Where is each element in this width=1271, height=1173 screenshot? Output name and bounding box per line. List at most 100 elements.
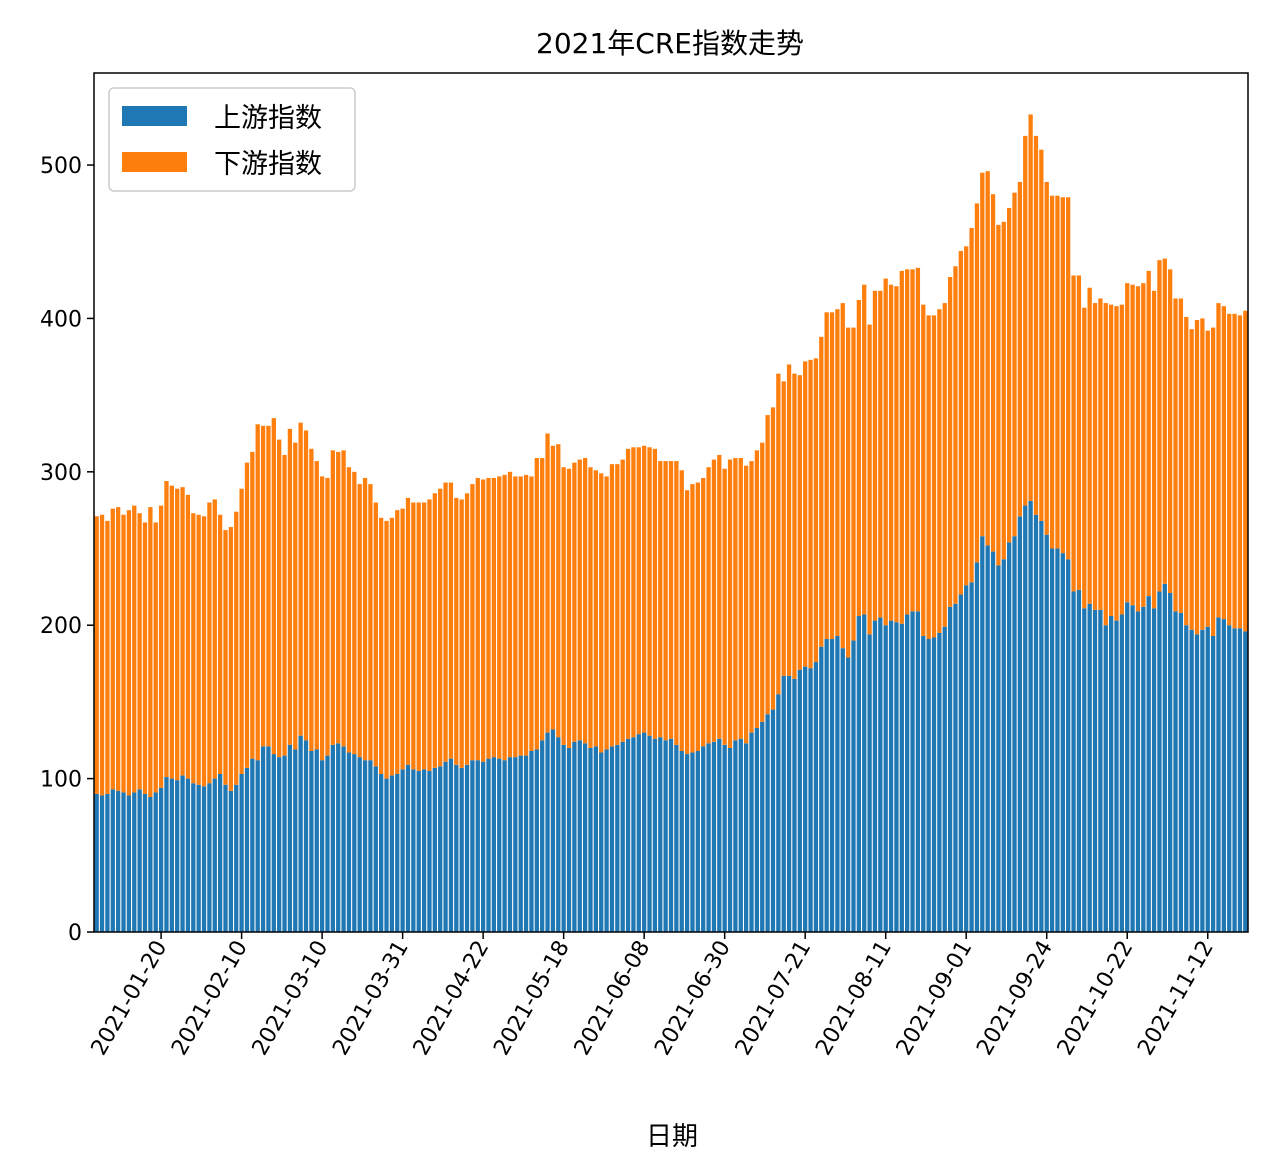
bar-downstream bbox=[690, 484, 695, 753]
bar-upstream bbox=[282, 755, 287, 932]
bar-upstream bbox=[706, 743, 711, 932]
bar-upstream bbox=[148, 797, 153, 932]
bar-upstream bbox=[862, 614, 867, 932]
bar-upstream bbox=[185, 778, 191, 932]
bar-upstream bbox=[1189, 629, 1194, 932]
bar-upstream bbox=[658, 737, 663, 932]
bar-downstream bbox=[142, 522, 148, 794]
bar-upstream bbox=[389, 775, 395, 932]
bar-downstream bbox=[529, 476, 534, 751]
bar-upstream bbox=[287, 744, 293, 932]
bar-upstream bbox=[776, 694, 781, 932]
bar-upstream bbox=[432, 767, 437, 932]
x-tick-label: 2021-11-12 bbox=[1133, 937, 1219, 1060]
bar-downstream bbox=[856, 300, 862, 617]
bar-downstream bbox=[556, 444, 561, 738]
bar-downstream bbox=[314, 461, 319, 750]
bar-downstream bbox=[534, 458, 539, 750]
bar-downstream bbox=[867, 324, 872, 635]
bar-downstream bbox=[523, 474, 529, 756]
bars-layer bbox=[94, 114, 1248, 932]
bar-upstream bbox=[690, 752, 695, 932]
bar-downstream bbox=[652, 448, 658, 739]
bar-downstream bbox=[309, 448, 314, 751]
bar-upstream bbox=[588, 747, 593, 932]
bar-upstream bbox=[819, 646, 824, 932]
bar-downstream bbox=[695, 482, 700, 751]
bar-downstream bbox=[486, 477, 491, 759]
bar-upstream bbox=[1146, 596, 1151, 932]
bar-upstream bbox=[1012, 536, 1017, 932]
bar-downstream bbox=[797, 375, 802, 670]
bar-upstream bbox=[765, 714, 770, 932]
bar-downstream bbox=[996, 224, 1001, 566]
bar-downstream bbox=[1071, 275, 1076, 592]
bar-downstream bbox=[491, 477, 497, 758]
bar-downstream bbox=[1119, 304, 1125, 615]
x-tick-label: 2021-03-31 bbox=[328, 937, 414, 1060]
bar-upstream bbox=[1205, 626, 1210, 932]
bar-upstream bbox=[604, 749, 609, 932]
bar-upstream bbox=[314, 749, 319, 932]
legend-swatch-upstream bbox=[122, 106, 187, 126]
bar-downstream bbox=[287, 428, 293, 745]
bar-downstream bbox=[829, 312, 835, 640]
bar-downstream bbox=[1178, 298, 1184, 613]
bar-upstream bbox=[158, 787, 164, 932]
bar-upstream bbox=[1178, 612, 1184, 932]
bar-downstream bbox=[411, 502, 416, 770]
bar-downstream bbox=[1232, 313, 1237, 629]
bar-upstream bbox=[937, 632, 942, 932]
bar-downstream bbox=[362, 477, 368, 761]
bar-downstream bbox=[840, 303, 845, 649]
bar-downstream bbox=[244, 462, 250, 768]
bar-upstream bbox=[953, 603, 958, 932]
bar-downstream bbox=[443, 482, 448, 762]
bar-downstream bbox=[577, 459, 582, 741]
bar-upstream bbox=[572, 741, 577, 932]
y-tick-label: 500 bbox=[40, 154, 82, 179]
bar-downstream bbox=[497, 476, 502, 759]
bar-downstream bbox=[964, 246, 969, 586]
bar-upstream bbox=[405, 764, 411, 932]
bar-upstream bbox=[582, 743, 588, 932]
bar-downstream bbox=[266, 425, 271, 747]
bar-downstream bbox=[1114, 306, 1119, 621]
bar-upstream bbox=[1227, 625, 1232, 932]
bar-upstream bbox=[459, 767, 464, 932]
bar-upstream bbox=[1168, 593, 1173, 932]
bar-downstream bbox=[228, 527, 234, 791]
bar-downstream bbox=[668, 461, 674, 739]
bar-upstream bbox=[566, 747, 572, 932]
bar-downstream bbox=[540, 458, 545, 741]
x-tick-label: 2021-06-30 bbox=[650, 937, 736, 1060]
bar-downstream bbox=[373, 502, 378, 767]
bar-downstream bbox=[926, 315, 931, 640]
bar-downstream bbox=[459, 499, 464, 768]
bar-downstream bbox=[1210, 327, 1216, 636]
bar-upstream bbox=[368, 760, 373, 932]
bar-downstream bbox=[234, 511, 239, 785]
bar-downstream bbox=[282, 454, 287, 756]
bar-upstream bbox=[642, 732, 647, 932]
bar-upstream bbox=[695, 750, 700, 932]
bar-upstream bbox=[293, 749, 298, 932]
bar-downstream bbox=[872, 290, 878, 621]
bar-upstream bbox=[379, 774, 384, 932]
bar-downstream bbox=[1189, 329, 1194, 630]
bar-upstream bbox=[277, 757, 282, 932]
y-tick-label: 200 bbox=[40, 614, 82, 639]
bar-upstream bbox=[352, 754, 357, 932]
bar-downstream bbox=[395, 510, 400, 775]
bar-downstream bbox=[937, 309, 942, 633]
bar-downstream bbox=[1237, 315, 1243, 629]
bar-downstream bbox=[572, 462, 577, 742]
bar-upstream bbox=[507, 757, 513, 932]
bar-upstream bbox=[1039, 520, 1044, 932]
bar-downstream bbox=[1146, 270, 1151, 597]
bar-upstream bbox=[711, 741, 717, 932]
bar-upstream bbox=[480, 761, 486, 932]
bar-downstream bbox=[958, 250, 963, 595]
bar-upstream bbox=[341, 746, 346, 932]
bar-downstream bbox=[727, 459, 733, 748]
